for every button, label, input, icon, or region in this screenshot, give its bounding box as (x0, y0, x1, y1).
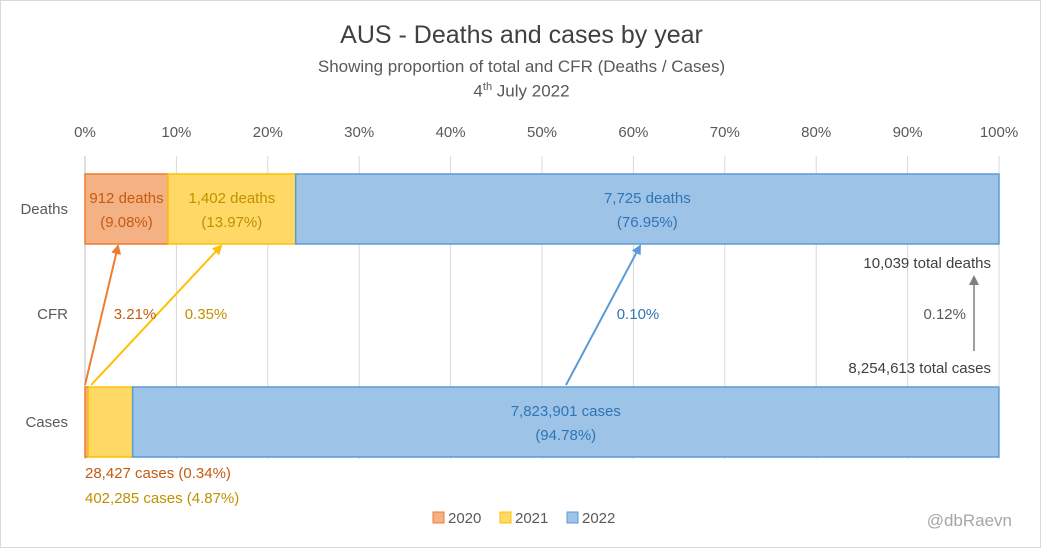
deaths-bar-2022 (294, 173, 1000, 245)
deaths-2021-label-line2: (13.97%) (201, 214, 262, 231)
chart-date-day: 4 (473, 81, 483, 101)
legend-label-2022: 2022 (582, 510, 615, 527)
total-cases-label: 8,254,613 total cases (848, 360, 991, 377)
bars (84, 173, 1000, 458)
legend: 2020 2021 2022 (432, 510, 615, 527)
x-tick-label: 60% (618, 124, 648, 141)
category-labels: Deaths CFR Cases (20, 201, 68, 431)
chart-date-month-year: July 2022 (492, 81, 570, 101)
x-tick-label: 0% (74, 124, 96, 141)
x-tick-label: 40% (436, 124, 466, 141)
deaths-2021-label-line1: 1,402 deaths (188, 190, 275, 207)
chart-subtitle: Showing proportion of total and CFR (Dea… (317, 57, 726, 76)
deaths-2022-label-line2: (76.95%) (617, 214, 678, 231)
legend-label-2020: 2020 (448, 510, 481, 527)
cfr-arrow-2022 (565, 244, 641, 386)
x-tick-label: 80% (801, 124, 831, 141)
deaths-bar-2021 (167, 173, 297, 245)
cfr-arrow-2021 (90, 244, 223, 386)
x-tick-label: 10% (161, 124, 191, 141)
chart-date-suffix: th (482, 81, 493, 93)
cfr-2022-label: 0.10% (617, 306, 660, 323)
cfr-arrows (84, 244, 979, 386)
x-tick-label: 70% (710, 124, 740, 141)
cases-2021-label: 402,285 cases (4.87%) (85, 490, 239, 507)
legend-swatch-2020 (432, 511, 445, 524)
x-tick-label: 20% (253, 124, 283, 141)
category-label: Deaths (20, 201, 68, 218)
data-labels: 912 deaths (9.08%) 1,402 deaths (13.97%) 7,7… (85, 190, 991, 507)
deaths-2022-label-line1: 7,725 deaths (604, 190, 691, 207)
x-tick-label: 30% (344, 124, 374, 141)
cfr-total-label: 0.12% (923, 306, 966, 323)
legend-swatch-2022 (566, 511, 579, 524)
cases-2020-label: 28,427 cases (0.34%) (85, 465, 231, 482)
x-tick-labels: 0% 10% 20% 30% 40% 50% 60% 70% 80% 90% 100% (74, 124, 1018, 141)
cases-bar-2021 (87, 386, 134, 458)
category-label: Cases (25, 414, 68, 431)
deaths-bar-2020 (84, 173, 169, 245)
cases-2022-label-line1: 7,823,901 cases (511, 403, 621, 420)
chart-title: AUS - Deaths and cases by year (340, 21, 703, 49)
total-deaths-label: 10,039 total deaths (863, 255, 991, 272)
x-tick-label: 50% (527, 124, 557, 141)
chart-date: 4th July 2022 (1, 81, 1041, 102)
cases-2022-label-line2: (94.78%) (535, 427, 596, 444)
legend-label-2021: 2021 (515, 510, 548, 527)
cfr-2020-label: 3.21% (114, 306, 157, 323)
cases-bar-2022 (131, 386, 1000, 458)
deaths-2020-label-line1: 912 deaths (89, 190, 163, 207)
cfr-arrow-2020 (84, 244, 122, 386)
watermark: @dbRaevn (926, 511, 1012, 530)
deaths-2020-label-line2: (9.08%) (100, 214, 153, 231)
x-tick-label: 100% (980, 124, 1018, 141)
category-label: CFR (37, 306, 68, 323)
cfr-2021-label: 0.35% (185, 306, 228, 323)
legend-swatch-2021 (499, 511, 512, 524)
x-tick-label: 90% (893, 124, 923, 141)
